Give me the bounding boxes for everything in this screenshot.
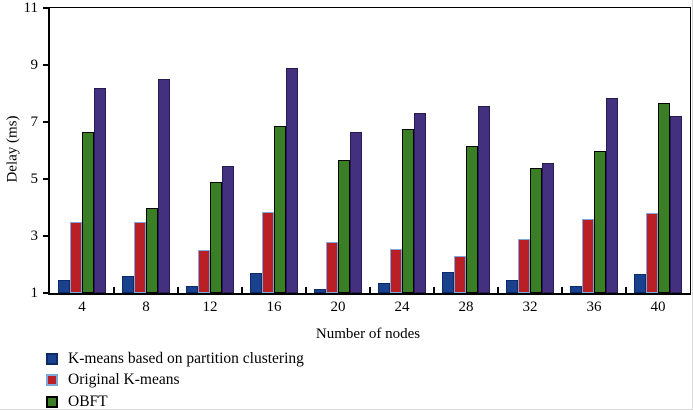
bar-obft [658,103,670,293]
bar-obft [146,207,158,293]
x-axis-tick [305,287,307,293]
y-axis-tick [43,7,48,9]
x-tick-label: 20 [330,299,346,315]
bar-obft [466,146,478,293]
legend-swatch-icon [46,395,58,408]
y-tick-label: 3 [30,227,39,244]
bar-original-k-means [70,221,82,293]
y-tick-label: 9 [30,56,39,73]
bar-k-means-based-on-partition-clustering [250,273,262,293]
bar-original-k-means [198,250,210,293]
y-axis-tick [43,64,48,66]
legend-item: Original K-means [46,370,304,392]
y-tick-label: 7 [30,113,39,130]
bar-series-4 [414,113,426,293]
x-axis-tick [561,287,563,293]
plot-area: 1 3 5 7 9 11 [24,0,691,300]
bar-obft [402,129,414,293]
bar-k-means-based-on-partition-clustering [186,285,198,293]
legend-swatch-icon [46,352,58,365]
bar-original-k-means [646,213,658,293]
x-axis-title: Number of nodes [315,326,421,342]
x-tick-label: 28 [458,299,474,315]
bar-obft [338,160,350,293]
legend-label: K-means based on partition clustering [68,349,304,367]
bar-series-4 [158,79,170,293]
bar-obft [82,131,94,293]
bar-series-4 [94,87,106,293]
y-tick-label: 11 [23,0,38,16]
bar-k-means-based-on-partition-clustering [314,288,326,293]
bar-k-means-based-on-partition-clustering [378,283,390,293]
legend-label: OBFT [68,392,108,410]
bar-obft [594,150,606,293]
bar-obft [274,126,286,293]
x-tick-label: 12 [202,299,218,315]
bar-series-4 [542,163,554,293]
bar-series-4 [286,67,298,293]
legend-swatch-icon [46,374,58,387]
bar-k-means-based-on-partition-clustering [58,280,70,293]
bar-original-k-means [518,238,530,293]
x-axis-tick [177,287,179,293]
x-tick-label: 32 [522,299,538,315]
y-axis-tick [43,121,48,123]
y-tick-label: 1 [30,284,39,301]
legend: K-means based on partition clustering Ori… [46,348,304,410]
y-axis-tick [43,292,48,294]
bar-obft [210,181,222,293]
bar-original-k-means [134,221,146,293]
x-tick-label: 4 [78,299,86,315]
bar-k-means-based-on-partition-clustering [634,274,646,293]
x-tick-label: 8 [142,299,150,315]
legend-item: K-means based on partition clustering [46,348,304,370]
bar-obft [530,167,542,293]
x-tick-label: 16 [266,299,282,315]
bar-series-4 [606,97,618,293]
y-axis-tick [43,235,48,237]
x-axis-tick [497,287,499,293]
legend-label: Original K-means [68,371,180,389]
bar-original-k-means [582,218,594,293]
bar-original-k-means [326,241,338,293]
y-tick-label: 5 [30,170,39,187]
legend-item: OBFT [46,391,304,410]
y-axis-tick [43,178,48,180]
bar-original-k-means [262,211,274,293]
x-tick-label: 36 [586,299,602,315]
x-tick-label: 24 [394,299,410,315]
bar-k-means-based-on-partition-clustering [570,285,582,293]
x-axis-tick [241,287,243,293]
bar-k-means-based-on-partition-clustering [506,280,518,293]
bar-k-means-based-on-partition-clustering [122,275,134,293]
x-axis-tick [625,287,627,293]
bar-k-means-based-on-partition-clustering [442,271,454,293]
x-axis-tick [433,287,435,293]
bar-series-4 [222,166,234,293]
x-axis-tick [369,287,371,293]
bar-original-k-means [454,255,466,293]
bar-series-4 [350,131,362,293]
x-axis-tick [113,287,115,293]
bar-original-k-means [390,248,402,293]
bar-series-4 [478,106,490,293]
bar-series-4 [670,116,682,293]
x-tick-label: 40 [650,299,666,315]
